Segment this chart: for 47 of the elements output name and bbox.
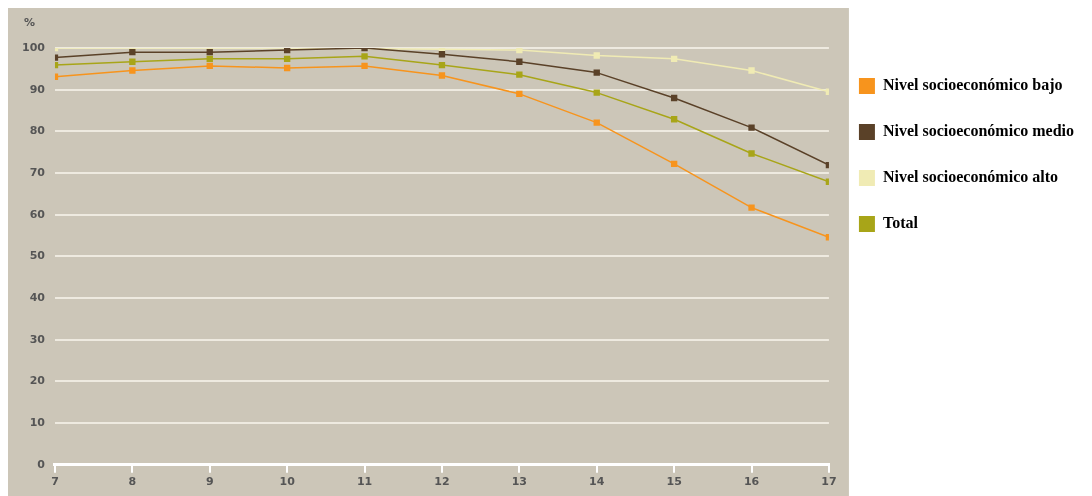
y-tick-label: 100: [21, 40, 46, 54]
legend-label: Total: [882, 214, 919, 232]
point: [361, 53, 368, 60]
point: [593, 52, 600, 59]
x-tick-label: 13: [511, 475, 527, 489]
legend-label: Nivel socioeconómico bajo: [882, 76, 1063, 95]
x-tick-label: 11: [356, 475, 373, 489]
point: [129, 67, 136, 74]
x-tick-label: 7: [51, 475, 59, 489]
x-tick-label: 17: [821, 475, 837, 489]
legend-label: Nivel socioeconómico alto: [882, 168, 1059, 186]
y-tick-label: 50: [29, 249, 46, 263]
x-tick-label: 8: [128, 475, 137, 489]
y-tick-label: 30: [29, 332, 46, 346]
y-tick-label: 70: [29, 165, 46, 179]
point: [129, 48, 136, 56]
x-tick-label: 9: [205, 475, 214, 489]
x-tick-label: 16: [743, 475, 760, 489]
x-tick-label: 12: [434, 475, 450, 489]
point: [748, 124, 755, 131]
point: [593, 119, 600, 126]
point: [54, 73, 59, 80]
y-tick-label: 40: [29, 290, 46, 304]
point: [361, 62, 368, 70]
y-tick-label: 0: [37, 457, 46, 471]
point: [516, 71, 523, 78]
y-tick-label: 80: [29, 124, 46, 138]
x-tick-label: 10: [279, 475, 296, 489]
point: [516, 58, 523, 65]
y-tick-label: 90: [29, 82, 46, 96]
point: [516, 90, 523, 98]
point: [54, 54, 59, 61]
y-axis-title: %: [23, 16, 35, 29]
y-tick-label: 60: [29, 207, 46, 221]
point: [593, 69, 600, 76]
point: [516, 48, 523, 54]
x-tick-label: 15: [666, 475, 682, 489]
y-tick-label: 20: [29, 374, 46, 388]
point: [593, 89, 600, 96]
point: [748, 150, 755, 157]
point: [748, 67, 755, 74]
point: [748, 204, 755, 211]
legend-label: Nivel socioeconómico medio: [882, 122, 1075, 140]
point: [438, 72, 446, 79]
y-tick-label: 10: [29, 415, 46, 429]
x-tick-label: 14: [589, 475, 605, 489]
point: [129, 58, 136, 65]
